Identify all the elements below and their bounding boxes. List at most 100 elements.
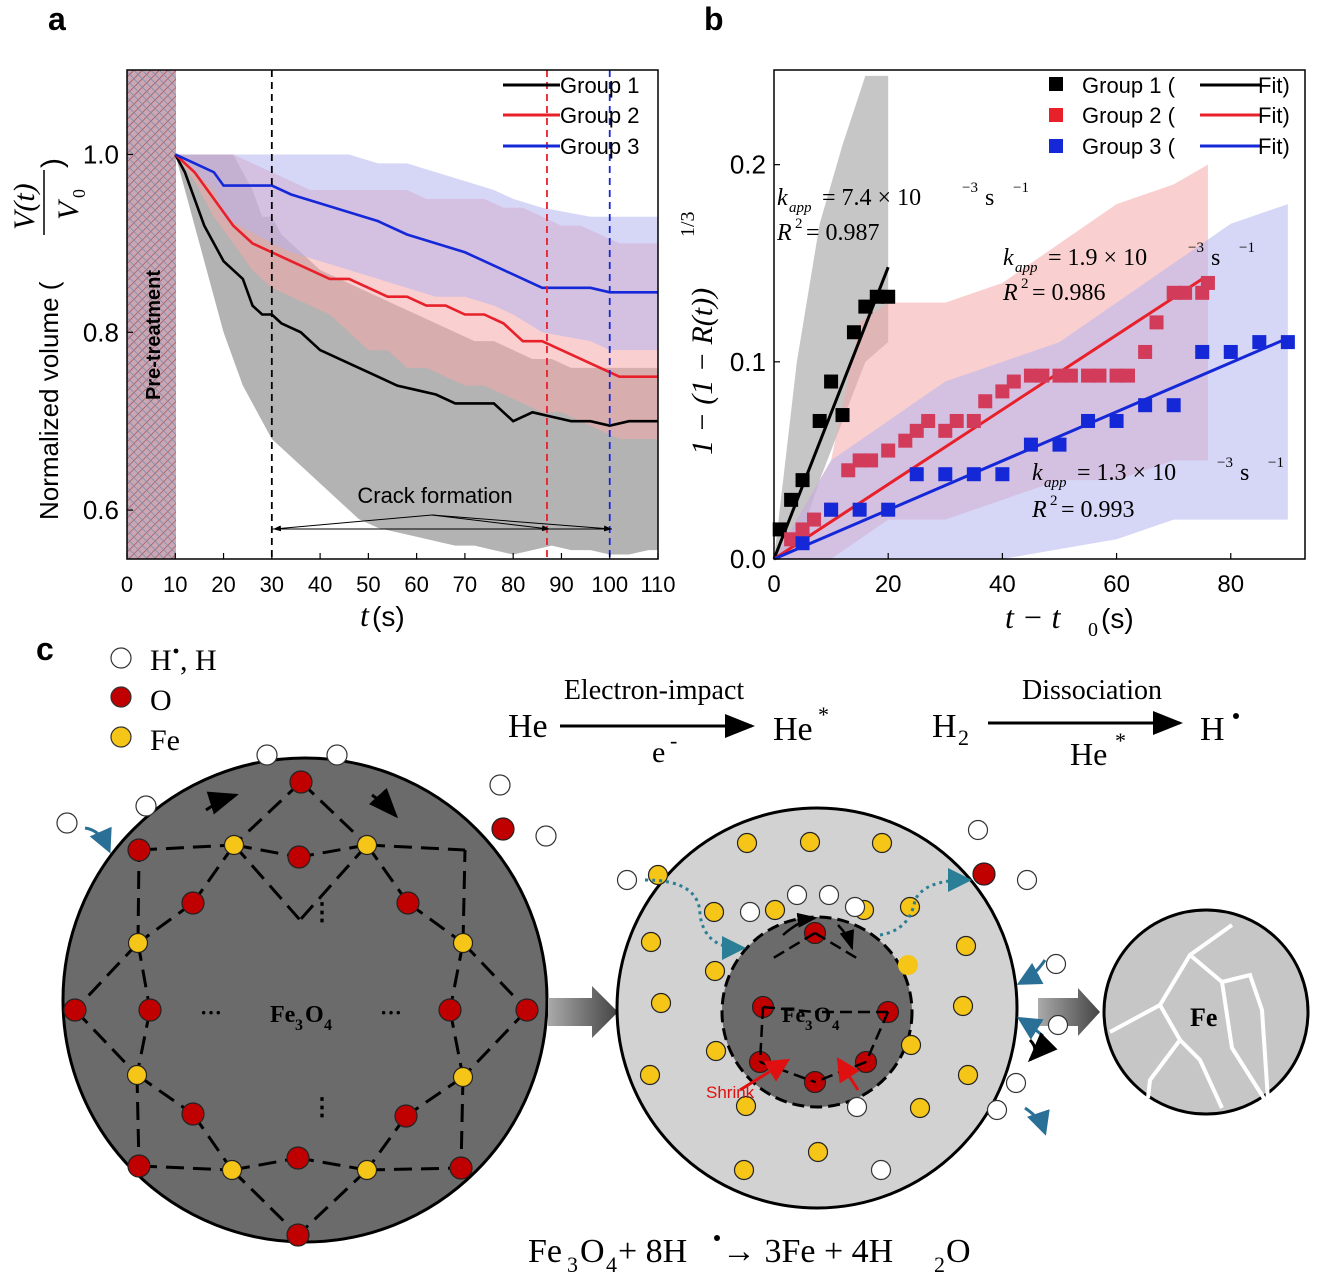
point-b-2-5 xyxy=(852,453,867,468)
core2-bond-2 xyxy=(758,1006,765,1063)
point-b-3-4 xyxy=(909,467,924,482)
rxn-p1: Fe xyxy=(528,1233,562,1270)
ann2-uexp: −1 xyxy=(1239,240,1255,256)
point-b-3-9 xyxy=(1052,437,1067,452)
eq2-right: H xyxy=(1200,711,1225,748)
h2-atom-12 xyxy=(870,1159,892,1181)
fe2-atom-2 xyxy=(871,832,893,854)
point-b-2-0 xyxy=(784,532,799,547)
series-a-1-line xyxy=(174,153,658,427)
fe-atom-3 xyxy=(452,932,474,954)
h-atom-5 xyxy=(535,825,557,847)
point-b-3-6 xyxy=(966,467,981,482)
series-a-3-line xyxy=(174,153,658,294)
bond-2 xyxy=(138,843,235,852)
band-b-1 xyxy=(774,75,889,560)
point-b-1-4 xyxy=(824,374,839,389)
core1-mid: O xyxy=(305,1002,324,1028)
core1-vdots-top: ⋮ xyxy=(310,900,334,926)
water-out-arrow xyxy=(879,868,972,937)
ylabel-a-den-sub: 0 xyxy=(69,189,89,198)
xlabel-a-t: t xyxy=(360,597,370,633)
core2-bond-6 xyxy=(762,1005,816,1014)
fe2-atom-1 xyxy=(799,831,821,853)
core2-arrow-2 xyxy=(837,924,855,951)
ann3-exp: −3 xyxy=(1217,455,1233,471)
xtick-label-b-0: 0 xyxy=(767,571,780,598)
fe-atom-6 xyxy=(221,1159,243,1181)
ann1-r2: R xyxy=(776,220,792,246)
point-b-3-14 xyxy=(1195,344,1210,359)
core2-mid: O xyxy=(814,1002,831,1027)
bond-3 xyxy=(366,843,466,852)
point-b-2-25 xyxy=(1138,344,1153,359)
xlabel-b-unit: (s) xyxy=(1101,603,1134,634)
ylabel-a-close: ) xyxy=(36,158,69,168)
o-atom-3 xyxy=(181,891,205,915)
shrink-arrow-2 xyxy=(836,1056,860,1091)
xtick-label-a-0: 0 xyxy=(121,572,133,597)
fe-atom-5 xyxy=(452,1066,474,1088)
fe2-atom-8 xyxy=(640,931,662,953)
core2-sub2: 4 xyxy=(832,1018,840,1034)
fe-atom-7 xyxy=(356,1159,378,1181)
point-b-3-5 xyxy=(938,467,953,482)
core1-dots-right: ··· xyxy=(380,1000,402,1025)
rxn-radical-dot xyxy=(714,1235,720,1241)
legend-b-fitlabel-2: Fit) xyxy=(1258,103,1290,128)
point-b-3-15 xyxy=(1223,344,1238,359)
series-a-2-line xyxy=(174,153,658,379)
panel-a-label: a xyxy=(48,1,66,37)
ytick-label-a-0: 0.6 xyxy=(83,495,119,525)
shrink-arrow-1 xyxy=(739,1058,791,1092)
legend-c-h-label2: , H xyxy=(180,644,217,677)
eq2-bottom: He xyxy=(1070,736,1107,772)
xtick-label-a-9: 90 xyxy=(549,572,573,597)
ann3-r2val: = 0.993 xyxy=(1061,497,1135,523)
bond-10 xyxy=(73,941,140,1012)
point-b-3-1 xyxy=(824,502,839,517)
bond-26 xyxy=(230,1168,300,1237)
xtick-label-a-7: 70 xyxy=(453,572,477,597)
fe2-atom-4 xyxy=(703,901,725,923)
legend-b: Group 1 ( Fit) Group 2 ( Fit) Group 3 ( … xyxy=(1049,73,1290,159)
fe2-atom-19 xyxy=(807,1141,829,1163)
point-b-2-28 xyxy=(1178,285,1193,300)
bond-7 xyxy=(365,844,410,904)
bond-28 xyxy=(136,849,141,944)
o-atom-2 xyxy=(287,845,311,869)
bond-0 xyxy=(232,780,303,847)
ann1-exp: −3 xyxy=(962,180,978,196)
ytick-label-b-0: 0.0 xyxy=(730,544,766,574)
xlabel-b-main: t − t xyxy=(1005,599,1061,635)
legend-c-fe-label: Fe xyxy=(150,724,180,757)
eq2-left: H xyxy=(932,708,957,745)
h2-atom-10 xyxy=(986,1099,1008,1121)
fe2-atom-12 xyxy=(952,995,974,1017)
o-atom-13 xyxy=(449,1156,473,1180)
fe2-atom-10 xyxy=(955,935,977,957)
o-atom-5 xyxy=(63,998,87,1022)
legend-b-label-2: Group 2 ( xyxy=(1082,103,1176,128)
core1-sub1: 3 xyxy=(295,1017,303,1034)
fe3o4-lattice xyxy=(56,744,557,1247)
h-atom-4 xyxy=(489,774,511,796)
fe2-atom-15 xyxy=(639,1064,661,1086)
ann2-unit: s xyxy=(1211,245,1220,271)
transition-arrow-1 xyxy=(548,986,618,1038)
h-atom-3 xyxy=(56,812,78,834)
bond-13 xyxy=(461,941,529,1012)
ann1-k: k xyxy=(777,185,788,211)
eq2-bottom-sup: * xyxy=(1115,728,1126,753)
bond-6 xyxy=(191,844,236,904)
point-b-2-27 xyxy=(1166,285,1181,300)
bond-33 xyxy=(298,844,369,921)
annotation-group1: k app = 7.4 × 10 −3 s −1 R 2 = 0.987 xyxy=(776,180,1029,246)
equation-electron-impact: He Electron-impact e - He * xyxy=(508,675,829,769)
shrink-label: Shrink xyxy=(706,1083,755,1102)
rxn-s3: 2 xyxy=(934,1252,945,1275)
surface-arrow-1 xyxy=(205,791,239,815)
core2-bond-1 xyxy=(814,931,861,962)
xtick-label-a-1: 10 xyxy=(163,572,187,597)
